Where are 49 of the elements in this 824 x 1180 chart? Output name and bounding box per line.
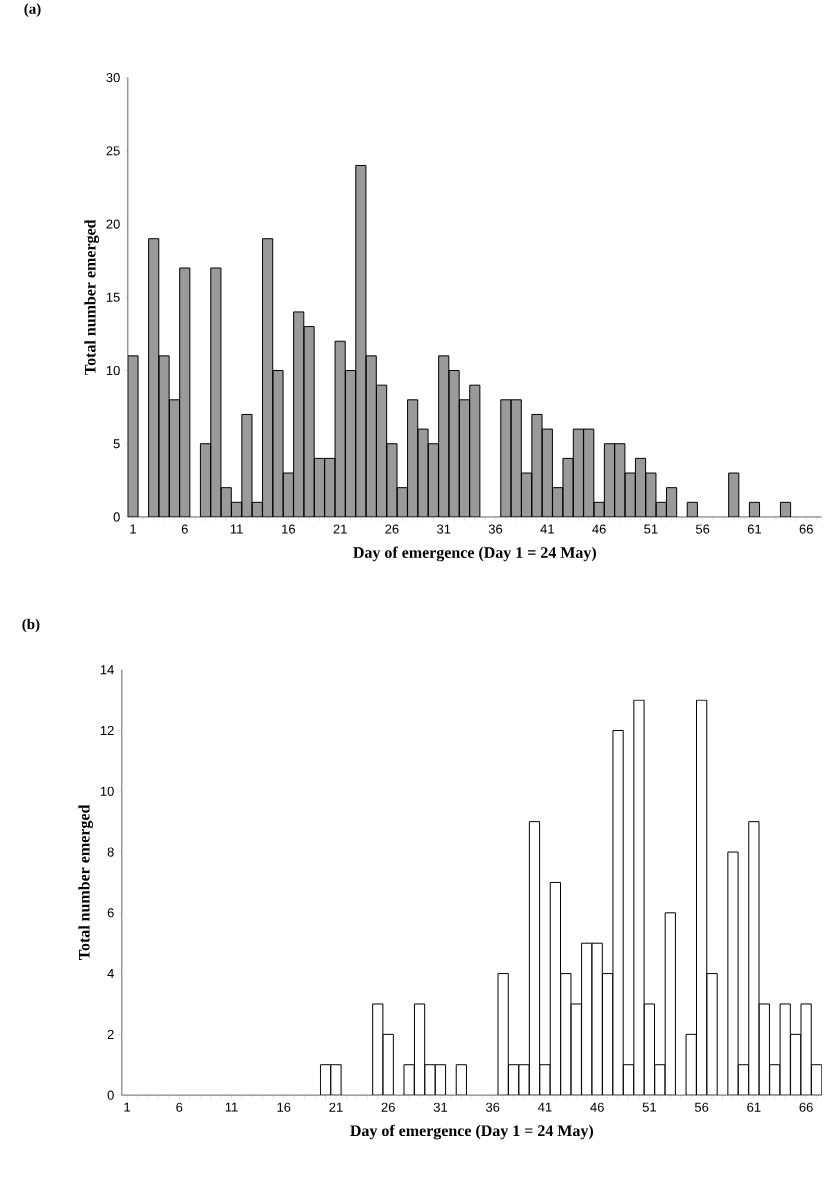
chart-title: (b) [22,618,40,633]
x-tick-label: 46 [590,1102,604,1112]
x-tick-label: 16 [277,1102,291,1112]
y-tick-label: 6 [107,908,114,918]
y-tick-label: 15 [106,292,120,302]
x-tick-label: 41 [538,1102,552,1112]
y-axis-title: Total number emerged [84,219,100,375]
y-axis-title: Total number emerged [78,804,94,960]
y-tick-label: 12 [100,725,114,736]
y-tick-label: 14 [100,665,115,675]
x-tick-label: 11 [230,524,243,534]
x-tick-label: 66 [799,524,814,534]
x-tick-label: 36 [486,1102,500,1112]
y-tick-label: 2 [107,1029,114,1039]
x-tick-label: 16 [282,524,296,534]
y-tick-label: 4 [107,969,115,979]
y-tick-label: 0 [107,1090,114,1100]
y-tick-label: 0 [113,512,120,522]
x-tick-label: 31 [433,1102,448,1112]
y-tick-label: 25 [106,146,120,156]
x-tick-label: 61 [748,524,762,534]
x-tick-label: 51 [642,1102,657,1112]
x-tick-label: 51 [644,524,658,534]
y-tick-label: 10 [106,365,120,376]
chart-title: (a) [24,3,41,17]
x-tick-label: 21 [333,524,347,534]
x-axis-title: Day of emergence (Day 1 = 24 May) [350,1124,594,1140]
y-tick-label: 8 [107,847,114,857]
x-tick-label: 31 [437,524,451,534]
x-tick-label: 6 [176,1102,183,1112]
x-tick-label: 21 [329,1102,343,1112]
x-axis-title: Day of emergence (Day 1 = 24 May) [353,546,597,562]
x-tick-label: 56 [696,524,710,534]
y-tick-label: 20 [106,219,120,229]
y-tick-label: 5 [113,439,120,449]
x-tick-label: 41 [540,524,554,534]
x-tick-label: 66 [799,1102,813,1112]
x-tick-label: 26 [385,524,399,534]
x-tick-label: 1 [130,524,137,534]
y-tick-label: 30 [106,73,120,83]
y-tick-label: 10 [100,786,114,796]
x-tick-label: 11 [225,1102,238,1112]
x-tick-label: 36 [488,524,503,534]
x-tick-label: 1 [124,1102,131,1112]
x-tick-label: 26 [381,1102,395,1112]
x-tick-label: 6 [181,524,188,534]
x-tick-label: 56 [695,1102,709,1112]
x-tick-label: 46 [592,524,606,534]
x-tick-label: 61 [747,1102,761,1112]
